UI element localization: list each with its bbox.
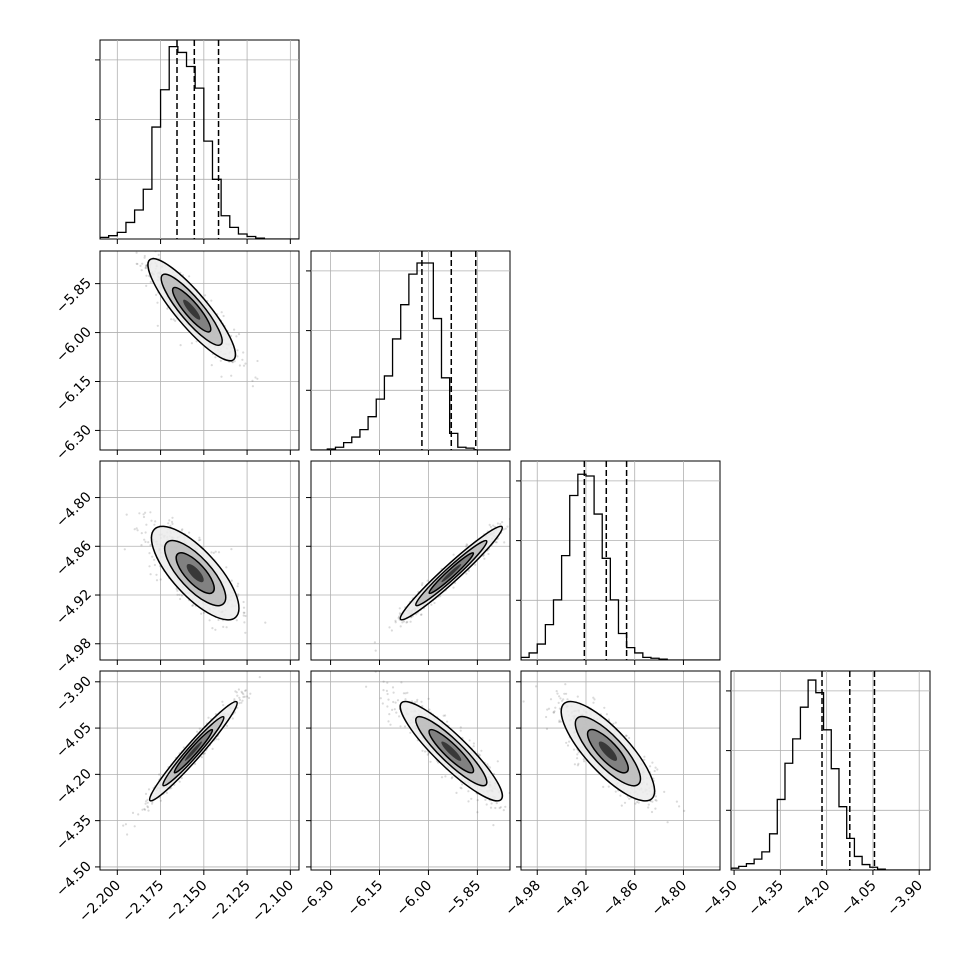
panel-frame bbox=[310, 460, 511, 661]
panel-frame bbox=[99, 460, 300, 661]
scatter-panel-4-3 bbox=[516, 670, 721, 875]
panel-frame bbox=[520, 460, 721, 661]
scatter-content bbox=[100, 251, 299, 450]
density-contour bbox=[184, 741, 202, 761]
y-tick-label: −4.50 bbox=[53, 858, 95, 900]
histogram-content bbox=[731, 671, 930, 870]
scatter-panel-3-2 bbox=[306, 460, 511, 665]
y-tick-label: −6.00 bbox=[53, 324, 95, 366]
x-tick-label: −4.50 bbox=[699, 878, 741, 920]
scatter-content bbox=[311, 671, 510, 870]
histogram-panel-2 bbox=[306, 250, 511, 455]
y-tick-label: −3.90 bbox=[53, 673, 95, 715]
x-tick-label: −4.35 bbox=[746, 878, 788, 920]
x-tick-label: −4.80 bbox=[649, 878, 691, 920]
x-tick-label: −4.20 bbox=[792, 878, 834, 920]
scatter-panel-4-1 bbox=[95, 670, 300, 875]
density-contour bbox=[441, 741, 462, 761]
panel-frame bbox=[310, 250, 511, 451]
panel-frame bbox=[520, 670, 721, 871]
x-tick-label: −2.150 bbox=[163, 878, 211, 926]
y-tick-label: −4.05 bbox=[53, 720, 95, 762]
y-tick-label: −4.98 bbox=[53, 635, 95, 677]
x-tick-label: −4.86 bbox=[600, 877, 642, 919]
scatter-content bbox=[521, 671, 720, 870]
x-tick-label: −6.00 bbox=[394, 878, 436, 920]
histogram-content bbox=[311, 251, 510, 450]
scatter-panel-2-1 bbox=[95, 250, 300, 455]
density-contour bbox=[598, 741, 618, 761]
y-tick-label: −6.30 bbox=[53, 422, 95, 464]
histogram-step bbox=[311, 262, 510, 450]
x-tick-label: −4.05 bbox=[838, 878, 880, 920]
density-contour bbox=[441, 563, 462, 583]
y-tick-label: −5.85 bbox=[53, 275, 95, 317]
histogram-step bbox=[521, 473, 720, 660]
panel-frame bbox=[99, 250, 300, 451]
y-tick-label: −4.92 bbox=[53, 587, 95, 629]
histogram-panel-3 bbox=[516, 460, 721, 665]
x-tick-label: −5.85 bbox=[443, 878, 485, 920]
y-tick-label: −4.86 bbox=[53, 538, 95, 580]
x-tick-label: −4.98 bbox=[502, 878, 544, 920]
x-tick-label: −2.125 bbox=[206, 878, 254, 926]
density-contour bbox=[183, 299, 201, 320]
scatter-content bbox=[311, 461, 510, 660]
scatter-panel-4-2 bbox=[306, 670, 511, 875]
x-tick-label: −2.200 bbox=[76, 878, 124, 926]
scatter-content bbox=[100, 671, 299, 870]
y-tick-label: −4.80 bbox=[53, 489, 95, 531]
x-tick-label: −2.175 bbox=[119, 878, 167, 926]
panel-frame bbox=[99, 39, 300, 240]
x-tick-label: −2.100 bbox=[249, 878, 297, 926]
panel-frame bbox=[730, 670, 931, 871]
histogram-panel-1 bbox=[95, 39, 300, 244]
x-tick-label: −6.15 bbox=[345, 878, 387, 920]
histogram-step bbox=[100, 45, 299, 239]
histogram-content bbox=[521, 461, 720, 660]
density-contour bbox=[186, 563, 204, 583]
y-tick-label: −4.35 bbox=[53, 812, 95, 854]
scatter-content bbox=[100, 461, 299, 660]
panel-frame bbox=[310, 670, 511, 871]
histogram-panel-4 bbox=[726, 670, 931, 875]
y-tick-label: −6.15 bbox=[53, 373, 95, 415]
scatter-panel-3-1 bbox=[95, 460, 300, 665]
histogram-step bbox=[731, 679, 930, 870]
x-tick-label: −4.92 bbox=[551, 878, 593, 920]
histogram-content bbox=[100, 40, 299, 239]
x-tick-label: −6.30 bbox=[296, 878, 338, 920]
y-tick-label: −4.20 bbox=[53, 766, 95, 808]
panel-frame bbox=[99, 670, 300, 871]
x-tick-label: −3.90 bbox=[884, 878, 926, 920]
